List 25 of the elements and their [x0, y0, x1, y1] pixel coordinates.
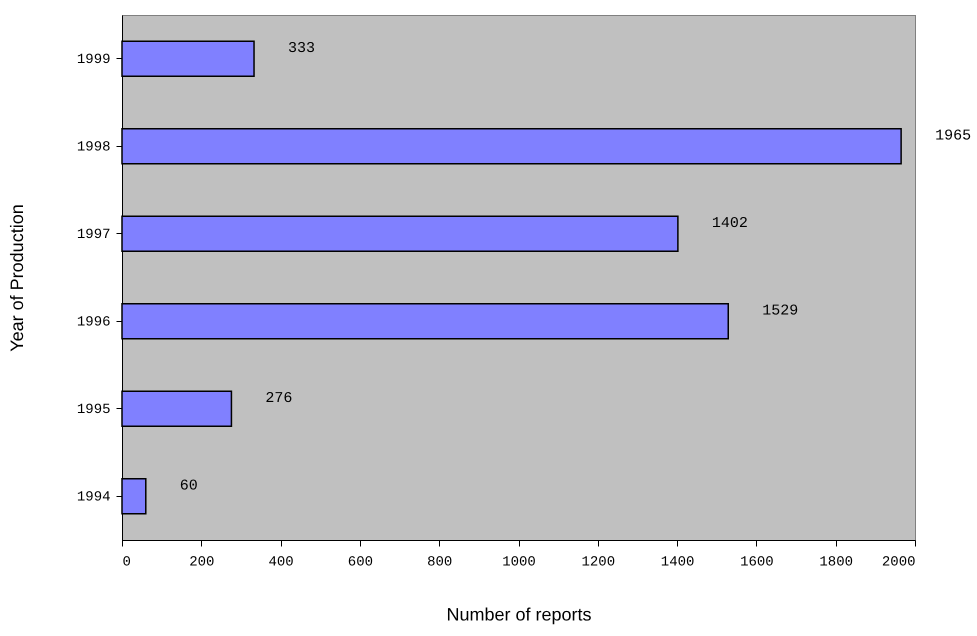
data-label: 1402 [712, 214, 748, 232]
x-tick-label: 200 [189, 554, 214, 570]
x-tick-label: 400 [268, 554, 294, 570]
x-axis-title: Number of reports [446, 604, 592, 624]
data-label: 276 [265, 390, 292, 407]
x-tick-label: 600 [348, 554, 374, 570]
x-tick-label: 800 [427, 554, 452, 570]
data-label: 60 [180, 477, 198, 494]
x-tick-label: 0 [122, 554, 131, 570]
x-tick-label: 1000 [502, 554, 536, 570]
x-tick-label: 1800 [819, 554, 854, 570]
y-axis-title: Year of Production [6, 204, 27, 352]
y-tick-label: 1996 [76, 314, 110, 330]
y-tick-label: 1994 [76, 489, 110, 506]
y-tick-label: 1998 [76, 139, 110, 156]
x-tick-label: 1200 [581, 554, 616, 570]
x-tick-label: 1400 [660, 554, 694, 570]
data-label: 1529 [762, 302, 798, 320]
data-label: 1965 [935, 127, 972, 144]
x-tick-label: 1600 [740, 554, 774, 570]
x-tick-label: 2000 [882, 554, 916, 570]
data-label: 333 [288, 40, 316, 57]
y-tick-label: 1997 [76, 226, 110, 243]
y-tick-label: 1995 [76, 402, 110, 418]
y-tick-label: 1999 [76, 52, 110, 68]
